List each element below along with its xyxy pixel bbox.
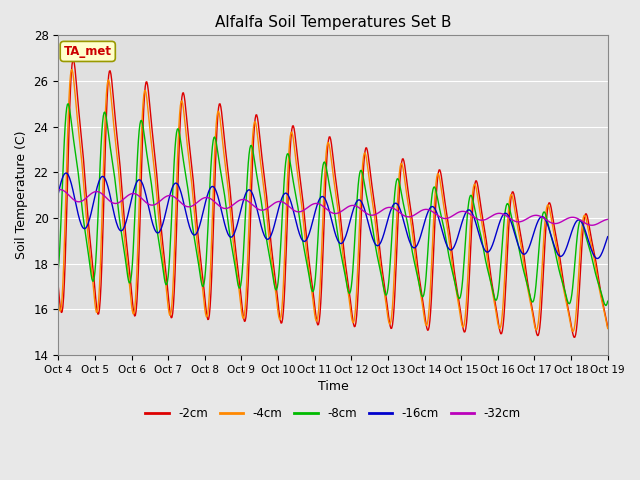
-16cm — [604, 234, 612, 240]
-4cm — [433, 174, 440, 180]
-4cm — [554, 252, 562, 257]
-32cm — [176, 199, 184, 204]
-4cm — [54, 299, 62, 304]
-16cm — [200, 208, 207, 214]
-2cm — [554, 244, 562, 250]
-2cm — [379, 269, 387, 275]
-32cm — [433, 212, 440, 217]
X-axis label: Time: Time — [317, 380, 348, 393]
-16cm — [176, 185, 184, 191]
-2cm — [604, 324, 612, 330]
-32cm — [56, 187, 63, 192]
-2cm — [325, 134, 333, 140]
Y-axis label: Soil Temperature (C): Soil Temperature (C) — [15, 131, 28, 259]
-16cm — [325, 208, 333, 214]
-8cm — [602, 302, 610, 308]
-32cm — [554, 220, 562, 226]
-8cm — [604, 299, 612, 304]
Line: -4cm: -4cm — [58, 70, 608, 331]
-4cm — [200, 292, 207, 298]
-32cm — [379, 207, 387, 213]
-8cm — [200, 283, 207, 289]
-16cm — [593, 255, 601, 261]
-16cm — [54, 191, 62, 196]
-2cm — [200, 279, 207, 285]
-16cm — [554, 252, 562, 257]
-4cm — [379, 277, 387, 283]
Text: TA_met: TA_met — [64, 45, 112, 58]
-4cm — [569, 328, 577, 334]
-4cm — [68, 67, 76, 72]
-8cm — [325, 181, 333, 187]
-2cm — [570, 335, 578, 340]
-32cm — [54, 187, 62, 192]
Line: -2cm: -2cm — [58, 60, 608, 337]
-4cm — [325, 142, 333, 147]
-8cm — [433, 192, 440, 197]
Legend: -2cm, -4cm, -8cm, -16cm, -32cm: -2cm, -4cm, -8cm, -16cm, -32cm — [140, 402, 525, 425]
-16cm — [433, 210, 440, 216]
-4cm — [604, 325, 612, 331]
-32cm — [325, 208, 333, 214]
Title: Alfalfa Soil Temperatures Set B: Alfalfa Soil Temperatures Set B — [215, 15, 451, 30]
-16cm — [379, 235, 387, 241]
Line: -16cm: -16cm — [58, 173, 608, 258]
-32cm — [604, 216, 612, 222]
-16cm — [62, 170, 70, 176]
-32cm — [200, 195, 207, 201]
-8cm — [176, 132, 184, 137]
Line: -32cm: -32cm — [58, 190, 608, 225]
-2cm — [70, 57, 77, 63]
-4cm — [176, 111, 184, 117]
Line: -8cm: -8cm — [58, 104, 608, 305]
-8cm — [54, 267, 62, 273]
-8cm — [379, 279, 387, 285]
-2cm — [54, 284, 62, 289]
-2cm — [176, 133, 184, 139]
-2cm — [433, 185, 440, 191]
-32cm — [588, 222, 595, 228]
-8cm — [554, 263, 562, 269]
-8cm — [65, 101, 72, 107]
